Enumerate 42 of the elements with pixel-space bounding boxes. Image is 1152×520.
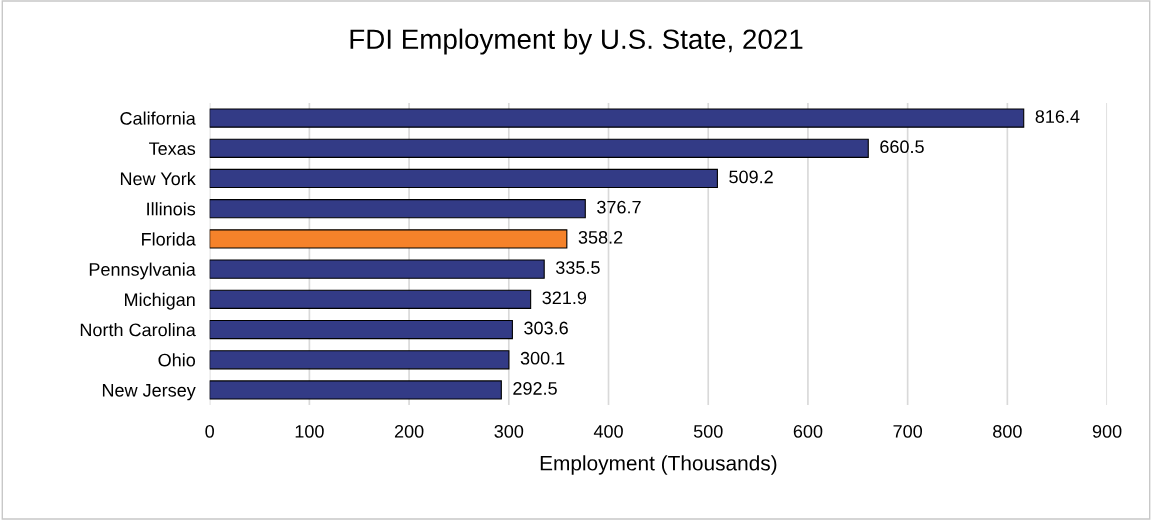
bar — [209, 168, 718, 189]
data-label: 376.7 — [597, 200, 641, 214]
data-label: 335.5 — [556, 261, 600, 274]
y-tick-label: Florida — [142, 232, 196, 246]
x-tick-label: 600 — [793, 425, 823, 438]
data-label: 509.2 — [729, 170, 773, 184]
y-tick-label: North Carolina — [80, 323, 196, 337]
data-label: 303.6 — [524, 321, 568, 335]
y-tick-label: Illinois — [147, 202, 196, 216]
x-tick-label: 200 — [394, 425, 424, 438]
data-label: 816.4 — [1035, 110, 1080, 123]
bar — [209, 289, 532, 309]
y-tick-label: Pennsylvania — [89, 262, 196, 280]
bar — [209, 319, 513, 340]
x-tick-label: 500 — [693, 425, 723, 438]
bar — [209, 108, 1025, 128]
x-tick-label: 100 — [295, 425, 324, 438]
y-tick-label: Ohio — [158, 353, 196, 367]
data-label: 321.9 — [542, 291, 587, 305]
bar — [209, 229, 568, 249]
data-label: 660.5 — [880, 140, 924, 154]
x-tick-label: 300 — [494, 425, 524, 438]
y-tick-label: Texas — [149, 142, 196, 155]
y-tick-label: New Jersey — [102, 384, 196, 401]
x-tick-label: 900 — [1092, 425, 1122, 438]
data-label: 300.1 — [520, 351, 565, 365]
chart-title: FDI Employment by U.S. State, 2021 — [350, 28, 803, 55]
bar — [209, 138, 869, 158]
data-label: 358.2 — [578, 230, 623, 244]
x-tick-label: 700 — [893, 425, 923, 438]
x-tick-label: 800 — [993, 425, 1022, 438]
x-tick-label: 0 — [205, 425, 214, 438]
bar — [209, 199, 586, 219]
bar — [209, 380, 502, 400]
data-label: 292.5 — [513, 382, 557, 395]
y-tick-label: Michigan — [125, 292, 195, 310]
y-tick-label: New York — [120, 171, 196, 186]
x-tick-label: 400 — [593, 425, 623, 438]
y-tick-label: California — [120, 111, 196, 125]
bar — [209, 259, 545, 279]
x-axis-title: Employment (Thousands) — [540, 455, 777, 475]
bar — [209, 350, 510, 370]
